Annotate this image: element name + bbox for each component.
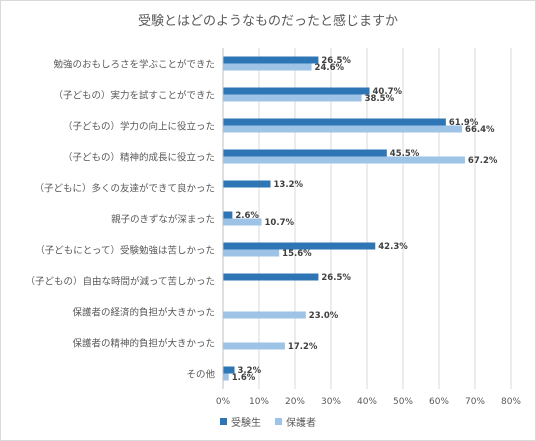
x-tick-label: 20% [285,397,305,407]
category-label: 親子のきずなが深まった [111,214,215,226]
bar-series-0 [223,87,370,95]
x-tick-label: 0% [216,397,231,407]
category-label: 保護者の経済的負担が大きかった [72,307,215,319]
legend: 受験生 保護者 [0,414,536,429]
bar-series-0 [223,118,446,126]
bar-series-0 [223,273,319,281]
bar-series-1 [223,342,285,350]
category-label: （子どもの）自由な時間が減って苦しかった [25,276,215,288]
bar-series-1 [223,373,229,381]
x-tick-label: 50% [393,397,413,407]
data-label: 45.5% [390,149,420,159]
x-tick-label: 30% [321,397,341,407]
data-label: 66.4% [465,125,495,135]
bar-series-1 [223,249,280,257]
bar-series-0 [223,149,387,157]
data-label: 26.5% [321,56,351,66]
data-label: 38.5% [365,94,395,104]
bar-series-0 [223,56,319,64]
category-label: 勉強のおもしろさを学ぶことができた [53,59,215,71]
category-label: その他 [186,369,215,381]
bar-series-1 [223,311,306,319]
category-label: （子どもの）精神的成長に役立った [63,152,215,164]
bar-series-1 [223,125,463,133]
x-tick-label: 10% [249,397,269,407]
category-label: （子どもに）多くの友達ができて良かった [34,183,215,195]
data-label: 3.2% [238,366,262,376]
data-label: 26.5% [321,273,351,283]
legend-item-series-0: 受験生 [220,414,261,429]
data-label: 23.0% [309,311,339,321]
data-label: 2.6% [235,211,259,221]
legend-label-series-1: 保護者 [286,418,316,429]
data-label: 61.9% [449,118,479,128]
bar-series-1 [223,218,262,226]
data-label: 13.2% [274,180,304,190]
data-label: 10.7% [265,218,295,228]
data-label: 17.2% [288,342,318,352]
category-label: 保護者の精神的負担が大きかった [72,338,215,350]
data-label: 24.6% [315,63,345,73]
data-label: 67.2% [468,156,498,166]
category-label: （子どもの）実力を試すことができた [53,90,215,102]
data-label: 42.3% [378,242,408,252]
data-label: 40.7% [373,87,403,97]
legend-swatch-series-0 [220,418,227,425]
legend-swatch-series-1 [275,418,282,425]
bar-series-1 [223,63,312,71]
bar-series-0 [223,180,271,188]
x-tick-label: 40% [357,397,377,407]
category-label: （子どもの）学力の向上に役立った [63,121,215,133]
x-tick-label: 80% [501,397,521,407]
category-label: （子どもにとって）受験勉強は苦しかった [35,245,215,257]
x-tick-label: 60% [429,397,449,407]
bar-series-0 [223,366,235,374]
bar-series-0 [223,211,233,219]
bar-series-1 [223,94,362,102]
x-tick-label: 70% [465,397,485,407]
legend-label-series-0: 受験生 [231,418,261,429]
chart-title: 受験とはどのようなものだったと感じますか [137,14,398,29]
bar-series-0 [223,242,376,250]
bar-series-1 [223,156,465,164]
data-label: 1.6% [232,373,256,383]
data-label: 15.6% [282,249,312,259]
legend-item-series-1: 保護者 [275,414,316,429]
